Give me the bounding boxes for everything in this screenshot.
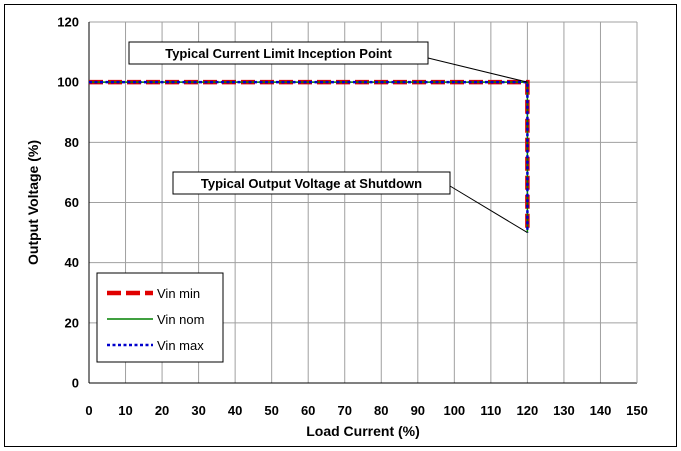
x-tick-label: 60 (301, 403, 315, 418)
y-tick-label: 120 (57, 15, 79, 30)
x-tick-label: 0 (85, 403, 92, 418)
x-tick-label: 150 (626, 403, 648, 418)
annotation-box (172, 171, 451, 195)
annotation-leader-line (427, 57, 528, 83)
x-tick-label: 20 (155, 403, 169, 418)
annotation-label: Typical Current Limit Inception Point (165, 46, 392, 61)
y-tick-label: 100 (57, 75, 79, 90)
annotations: Typical Current Limit Inception Point Typ… (128, 41, 528, 234)
legend-label: Vin min (157, 286, 200, 301)
x-tick-label: 100 (443, 403, 465, 418)
legend-box (96, 272, 224, 363)
x-tick-label: 50 (264, 403, 278, 418)
x-tick-label: 40 (228, 403, 242, 418)
x-tick-label: 80 (374, 403, 388, 418)
chart-frame (4, 4, 677, 447)
legend-label: Vin nom (157, 312, 204, 327)
y-tick-label: 40 (65, 255, 79, 270)
x-tick-label: 120 (517, 403, 539, 418)
y-tick-label: 20 (65, 315, 79, 330)
y-tick-labels: 0 20 40 60 80 100 120 (57, 15, 79, 391)
x-tick-label: 10 (118, 403, 132, 418)
x-tick-label: 90 (411, 403, 425, 418)
y-tick-label: 0 (72, 376, 79, 391)
annotation-leader-line (449, 185, 528, 234)
x-tick-label: 130 (553, 403, 575, 418)
annotation-box (128, 41, 429, 65)
x-tick-labels: 0 10 20 30 40 50 60 70 80 90 100 110 120 130 140 150 (85, 403, 647, 418)
y-tick-label: 60 (65, 195, 79, 210)
x-tick-label: 140 (590, 403, 612, 418)
annotation-label: Typical Output Voltage at Shutdown (201, 176, 422, 191)
x-tick-label: 70 (337, 403, 351, 418)
x-axis-title: Load Current (%) (306, 423, 420, 439)
legend: Vin min Vin nom Vin max (96, 272, 224, 363)
y-axis-title: Output Voltage (%) (25, 140, 41, 265)
x-tick-label: 110 (480, 403, 501, 418)
x-tick-label: 30 (191, 403, 205, 418)
y-tick-label: 80 (65, 135, 79, 150)
legend-label: Vin max (157, 338, 204, 353)
